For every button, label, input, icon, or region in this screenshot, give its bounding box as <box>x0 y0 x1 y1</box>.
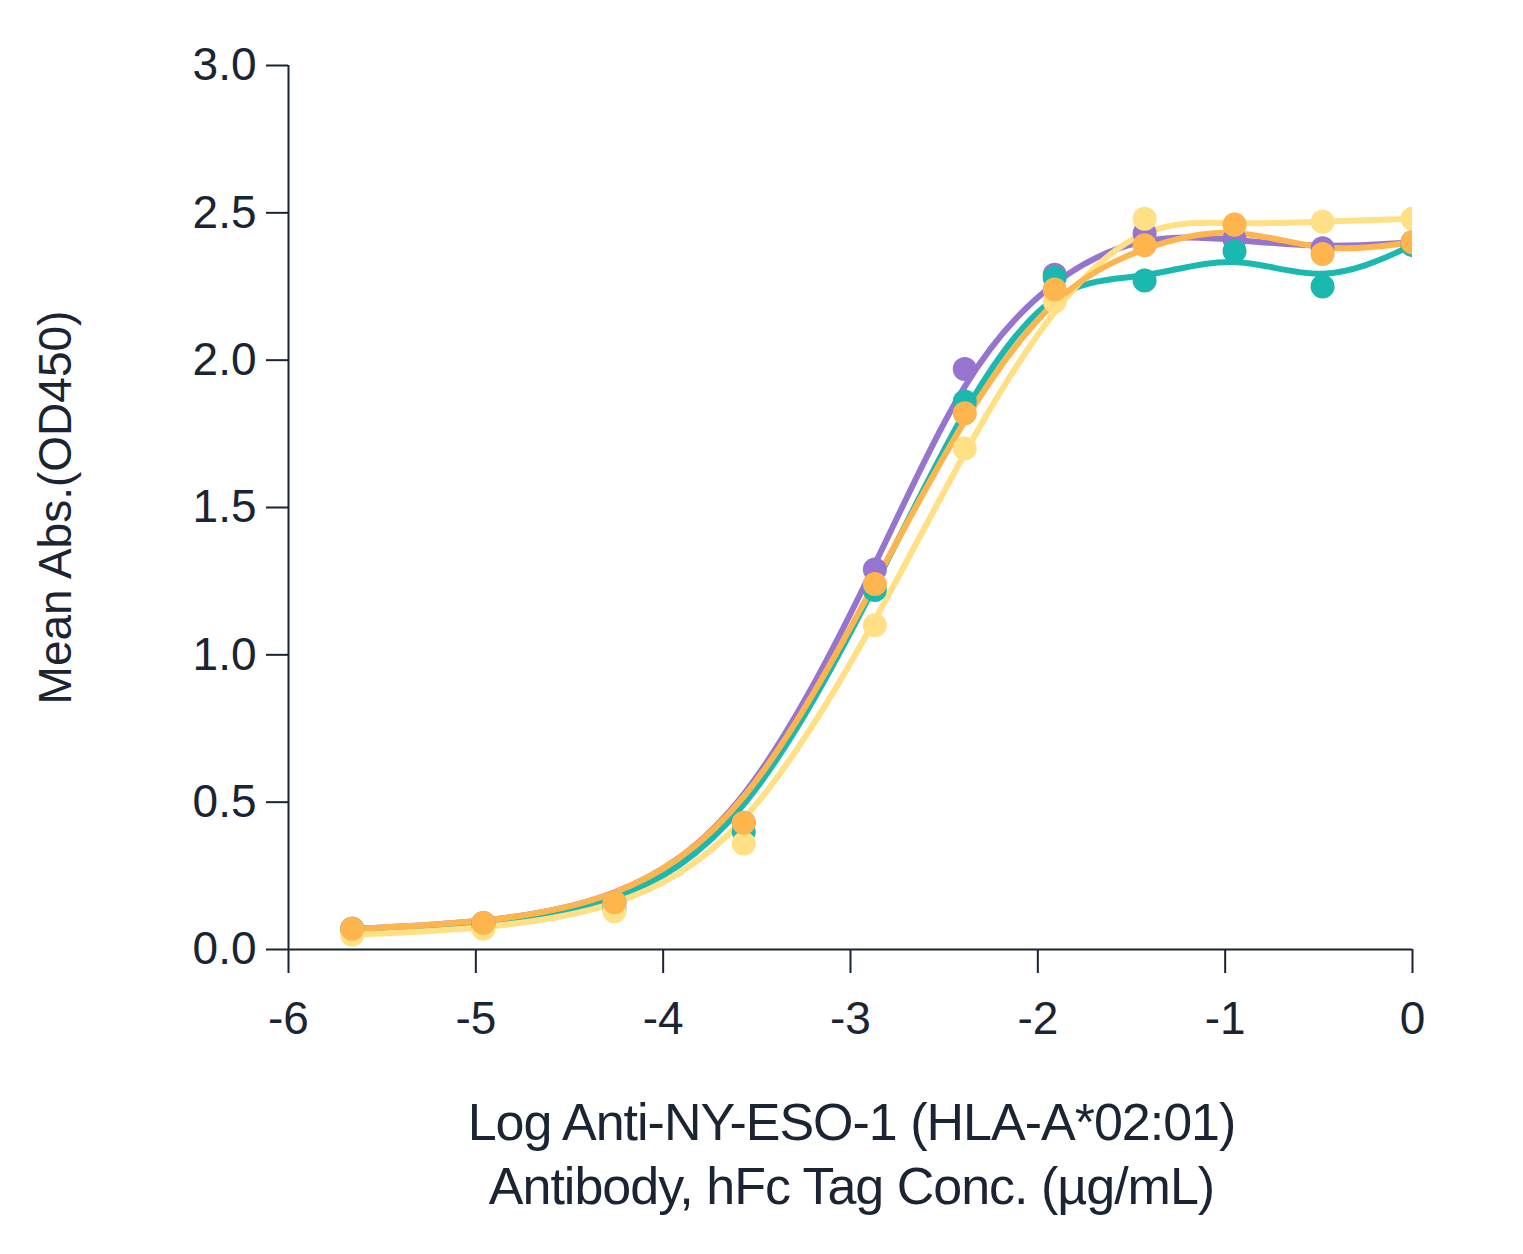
svg-text:2.0: 2.0 <box>193 333 257 385</box>
svg-text:-1: -1 <box>1205 992 1246 1044</box>
svg-text:-5: -5 <box>455 992 496 1044</box>
svg-text:1.5: 1.5 <box>193 480 257 532</box>
svg-text:-4: -4 <box>643 992 684 1044</box>
svg-text:1.0: 1.0 <box>193 628 257 680</box>
svg-text:0: 0 <box>1400 992 1426 1044</box>
svg-text:-2: -2 <box>1017 992 1058 1044</box>
svg-text:2.5: 2.5 <box>193 186 257 238</box>
svg-text:Mean Abs.(OD450): Mean Abs.(OD450) <box>29 311 81 705</box>
html-text:Log Anti-NY-ESO-1 (HLA-A*02:01: Log Anti-NY-ESO-1 (HLA-A*02:01) Antibody… <box>467 1093 1236 1215</box>
svg-text:3.0: 3.0 <box>193 38 257 90</box>
svg-text:0.5: 0.5 <box>193 775 257 827</box>
svg-text:-3: -3 <box>830 992 871 1044</box>
svg-text:-6: -6 <box>268 992 309 1044</box>
svg-text:0.0: 0.0 <box>193 922 257 974</box>
